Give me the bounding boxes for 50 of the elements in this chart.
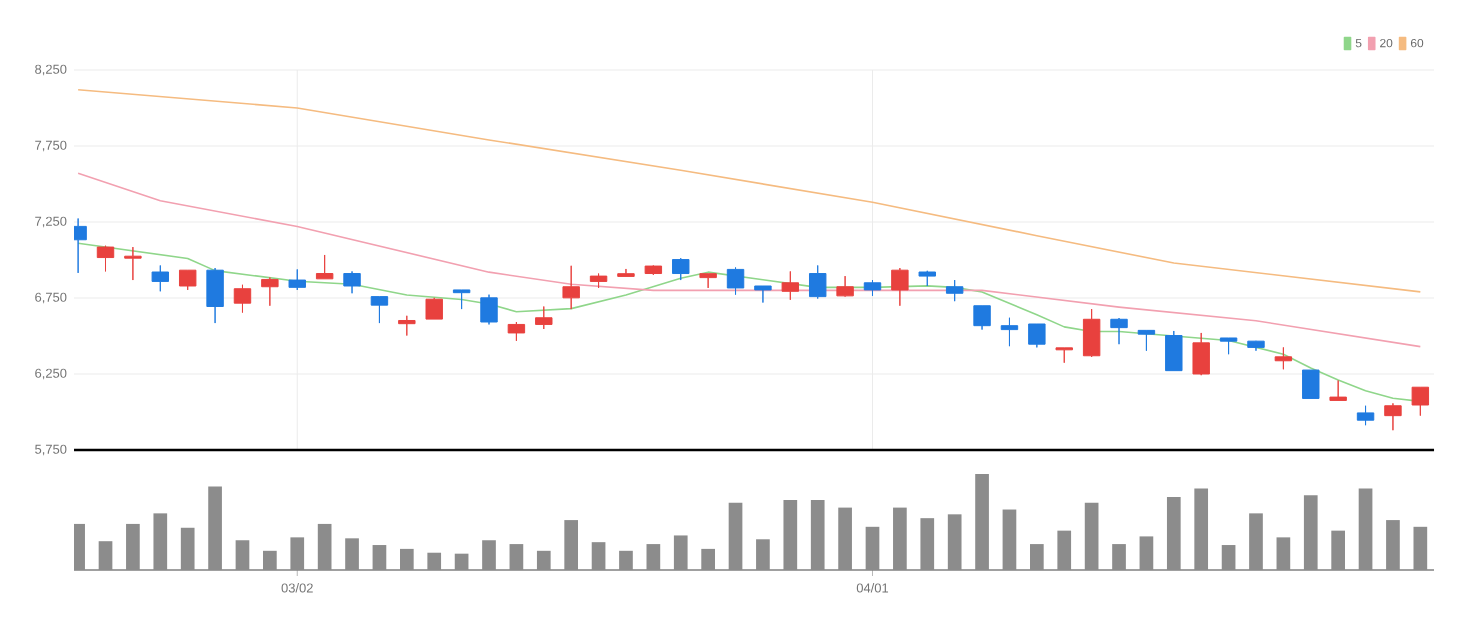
candlestick (1110, 317, 1128, 345)
candlestick (562, 265, 580, 310)
candlestick (233, 284, 252, 314)
candlestick (1028, 323, 1046, 348)
candlestick (96, 245, 115, 272)
candlestick (178, 269, 197, 291)
candlestick (617, 268, 635, 277)
candlestick (589, 273, 608, 289)
candlestick (781, 270, 800, 301)
candlestick (507, 321, 526, 342)
candlestick (863, 279, 882, 297)
candlestick (1356, 405, 1375, 426)
candlestick (754, 285, 772, 304)
candlestick (699, 273, 717, 289)
candlestick (891, 267, 909, 307)
candlestick (1274, 346, 1293, 370)
candlestick (1219, 337, 1238, 355)
candlestick (1000, 317, 1019, 347)
candlestick (1082, 308, 1101, 358)
candlestick (124, 246, 142, 281)
candlestick (1192, 332, 1210, 376)
candlestick (535, 306, 553, 330)
candlestick (151, 264, 170, 292)
candlestick (1411, 386, 1430, 417)
candlestick (1247, 340, 1265, 352)
candlestick (672, 257, 690, 281)
candlestick (398, 315, 416, 337)
line-series (77, 88, 1422, 293)
candlestick (836, 275, 854, 298)
candlestick (370, 296, 389, 324)
candlestick (973, 305, 991, 331)
candlestick (343, 270, 361, 294)
candlestick (1165, 330, 1183, 372)
candlestick (808, 264, 827, 300)
candlestick (480, 294, 498, 325)
candlestick (1329, 380, 1347, 401)
candlestick (1137, 329, 1156, 352)
candlestick (726, 266, 745, 296)
candlestick (918, 270, 936, 287)
candlestick (206, 267, 224, 324)
candlestick (644, 264, 663, 276)
candlestick (452, 289, 471, 310)
candlestick (945, 279, 964, 302)
candlestick (315, 254, 334, 280)
candlestick (1302, 369, 1320, 399)
candlestick (1055, 347, 1073, 364)
candlestick (1384, 402, 1402, 431)
candlestick (425, 297, 443, 320)
candlestick (261, 276, 279, 307)
candlestick (288, 268, 306, 291)
